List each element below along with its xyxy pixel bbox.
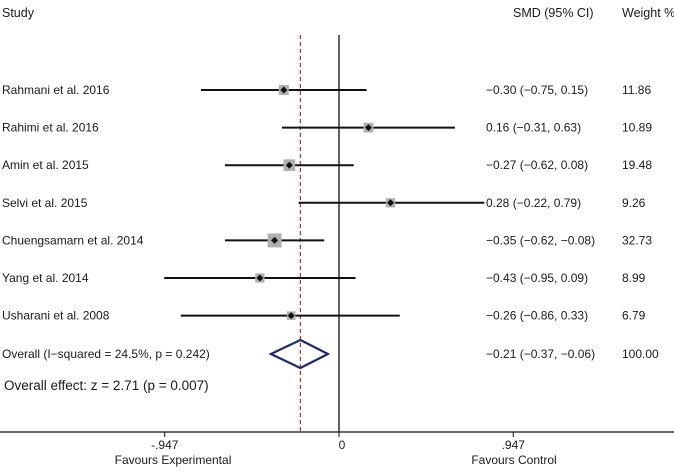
favours-control-label: Favours Control (471, 453, 556, 467)
smd-ci-text: −0.30 (−0.75, 0.15) (486, 83, 588, 97)
overall-weight: 100.00 (622, 347, 659, 361)
study-name: Rahmani et al. 2016 (2, 83, 110, 97)
point-estimate-marker (287, 312, 295, 320)
study-row: Yang et al. 2014 −0.43 (−0.95, 0.09) 8.99 (2, 271, 646, 285)
x-tick-label: -.947 (151, 438, 179, 452)
point-estimate-marker (285, 161, 293, 169)
overall-ci-text: −0.21 (−0.37, −0.06) (486, 347, 595, 361)
header-smd: SMD (95% CI) (513, 6, 594, 20)
smd-ci-text: 0.28 (−0.22, 0.79) (486, 196, 581, 210)
x-tick-label: 0 (339, 438, 346, 452)
point-estimate-marker (256, 274, 264, 282)
weight-value: 32.73 (622, 233, 652, 247)
overall-diamond (268, 338, 331, 370)
weight-value: 10.89 (622, 121, 652, 135)
weight-value: 8.99 (622, 271, 646, 285)
study-name: Usharani et al. 2008 (2, 309, 110, 323)
smd-ci-text: 0.16 (−0.31, 0.63) (486, 121, 581, 135)
study-name: Selvi et al. 2015 (2, 196, 88, 210)
header-study: Study (2, 6, 35, 20)
study-row: Amin et al. 2015 −0.27 (−0.62, 0.08) 19.48 (2, 158, 652, 172)
x-tick-label: .947 (502, 438, 526, 452)
study-name: Amin et al. 2015 (2, 158, 89, 172)
point-estimate-marker (387, 199, 395, 207)
study-name: Chuengsamarn et al. 2014 (2, 233, 144, 247)
point-estimate-marker (271, 236, 279, 244)
overall-label: Overall (I−squared = 24.5%, p = 0.242) (2, 347, 210, 361)
weight-value: 6.79 (622, 309, 646, 323)
point-estimate-marker (280, 86, 288, 94)
study-row: Rahimi et al. 2016 0.16 (−0.31, 0.63) 10.8… (2, 121, 652, 135)
weight-value: 19.48 (622, 158, 652, 172)
study-row: Selvi et al. 2015 0.28 (−0.22, 0.79) 9.26 (2, 196, 646, 210)
smd-ci-text: −0.43 (−0.95, 0.09) (486, 271, 588, 285)
favours-experimental-label: Favours Experimental (115, 453, 232, 467)
study-row: Chuengsamarn et al. 2014 −0.35 (−0.62, −0… (2, 233, 652, 248)
study-row: Rahmani et al. 2016 −0.30 (−0.75, 0.15) 11… (2, 83, 651, 97)
smd-ci-text: −0.35 (−0.62, −0.08) (486, 233, 595, 247)
weight-value: 9.26 (622, 196, 646, 210)
overall-effect-text: Overall effect: z = 2.71 (p = 0.007) (4, 378, 209, 393)
study-row: Usharani et al. 2008 −0.26 (−0.86, 0.33) 6… (2, 309, 646, 323)
weight-value: 11.86 (622, 83, 651, 97)
study-name: Rahimi et al. 2016 (2, 121, 99, 135)
header-weight: Weight % (622, 6, 674, 20)
smd-ci-text: −0.26 (−0.86, 0.33) (486, 309, 588, 323)
smd-ci-text: −0.27 (−0.62, 0.08) (486, 158, 588, 172)
point-estimate-marker (364, 124, 372, 132)
study-name: Yang et al. 2014 (2, 271, 89, 285)
